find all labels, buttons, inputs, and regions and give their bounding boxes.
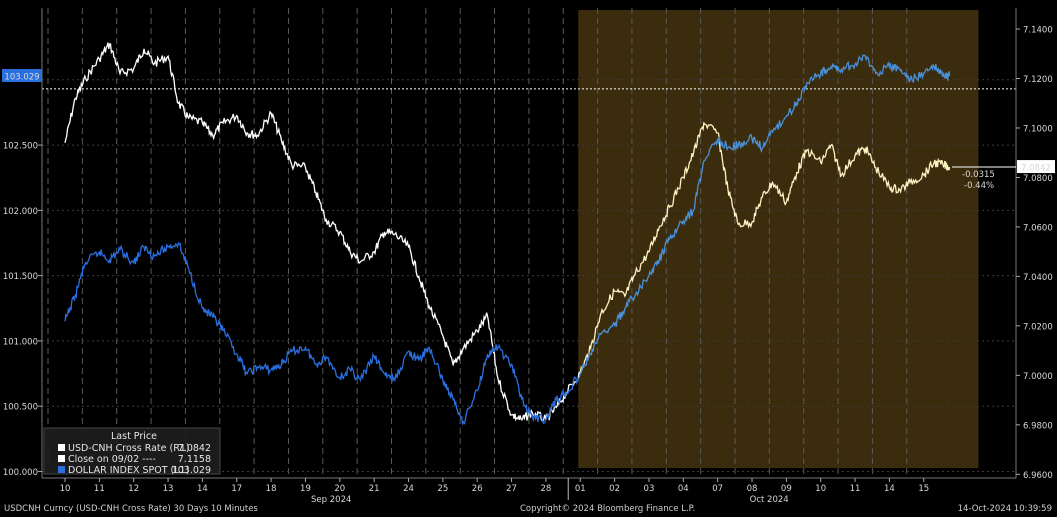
footer-center: Copyright© 2024 Bloomberg Finance L.P. [520, 504, 695, 514]
legend-swatch [58, 444, 65, 451]
right-tick-label: 7.0400 [1023, 273, 1053, 283]
left-tick-label: 100.500 [3, 403, 38, 413]
right-tick-label: 7.1400 [1023, 26, 1053, 36]
x-tick-label: 27 [506, 484, 517, 494]
legend-swatch [58, 455, 65, 462]
change-abs: -0.0315 [962, 170, 995, 180]
right-tick-label: 6.9600 [1023, 471, 1053, 481]
x-tick-label: 03 [644, 484, 655, 494]
right-last-badge-text: 7.0842 [1021, 164, 1051, 174]
left-last-badge-text: 103.029 [4, 73, 39, 83]
change-pct: -0.44% [964, 181, 994, 191]
right-tick-label: 7.0600 [1023, 223, 1053, 233]
x-tick-label: 11 [94, 484, 105, 494]
x-axis-ticks: 10 11 12 13 14 17 18 19 20 21 24 25 26 27 28 01 02 03 04 07… [60, 478, 929, 500]
legend-swatch [58, 466, 65, 473]
x-tick-label: 15 [918, 484, 929, 494]
right-last-badge [1017, 160, 1055, 174]
legend-label: Close on 09/02 ---- [68, 454, 156, 465]
series-layer [64, 42, 951, 425]
right-tick-label: 7.0000 [1023, 372, 1053, 382]
grid-lines [42, 8, 1016, 478]
series-line-1-pre [64, 241, 580, 425]
x-tick-label: 19 [300, 484, 311, 494]
left-tick-label: 100.000 [3, 468, 38, 478]
legend-label: USD-CNH Cross Rate (R1) [68, 443, 190, 454]
x-tick-label: 20 [334, 484, 345, 494]
legend-box [43, 427, 221, 475]
series-line-1-post [578, 54, 951, 379]
series-line-0-post [578, 121, 951, 375]
x-tick-label: 17 [231, 484, 242, 494]
x-tick-label: 21 [369, 484, 380, 494]
x-tick-label: 13 [163, 484, 174, 494]
x-tick-label: 14 [197, 484, 208, 494]
left-tick-label: 101.500 [3, 272, 38, 282]
x-tick-label: 02 [609, 484, 620, 494]
x-tick-label: 10 [815, 484, 826, 494]
right-tick-label: 7.0200 [1023, 322, 1053, 332]
footer-left: USDCNH Curncy (USD-CNH Cross Rate) 30 Da… [4, 504, 258, 514]
x-tick-label: 12 [128, 484, 139, 494]
x-tick-label: 07 [712, 484, 723, 494]
series-line-0-pre [64, 42, 580, 423]
legend-title: Last Price [111, 431, 157, 442]
footer-right: 14-Oct-2024 10:39:59 [958, 504, 1052, 514]
x-tick-label: 08 [747, 484, 758, 494]
legend-label: DOLLAR INDEX SPOT (L1) [68, 465, 189, 476]
shaded-region [578, 10, 979, 468]
right-tick-label: 7.1200 [1023, 75, 1053, 85]
left-tick-label: 101.000 [3, 337, 38, 347]
right-tick-label: 7.1000 [1023, 124, 1053, 134]
x-tick-label: 24 [403, 484, 414, 494]
x-tick-label: 28 [540, 484, 551, 494]
x-tick-label: 09 [781, 484, 792, 494]
legend-value: 7.1158 [178, 454, 211, 465]
x-tick-label: 25 [437, 484, 448, 494]
x-tick-label: 14 [884, 484, 895, 494]
right-tick-label: 7.0800 [1023, 174, 1053, 184]
x-tick-label: 18 [266, 484, 277, 494]
last-value-badges: 103.029 7.0842 -0.0315-0.44% [2, 69, 1055, 191]
x-tick-label: 01 [575, 484, 586, 494]
right-axis-panel [1016, 0, 1057, 478]
legend-value: 103.029 [172, 465, 211, 476]
legend-value: 7.0842 [178, 443, 211, 454]
left-tick-label: 102.000 [3, 207, 38, 217]
x-tick-label: 04 [678, 484, 689, 494]
left-tick-label: 102.500 [3, 142, 38, 152]
right-axis-ticks: 6.9600 6.9800 7.0000 7.0200 7.0400 7.0600 7.08… [1016, 26, 1053, 481]
month-labels: Sep 2024 Oct 2024 [311, 495, 789, 505]
month-label: Oct 2024 [750, 495, 789, 505]
x-tick-label: 11 [850, 484, 861, 494]
x-tick-label: 26 [472, 484, 483, 494]
left-last-badge [2, 69, 42, 83]
x-tick-label: 10 [60, 484, 71, 494]
right-tick-label: 6.9800 [1023, 421, 1053, 431]
month-label: Sep 2024 [311, 495, 351, 505]
